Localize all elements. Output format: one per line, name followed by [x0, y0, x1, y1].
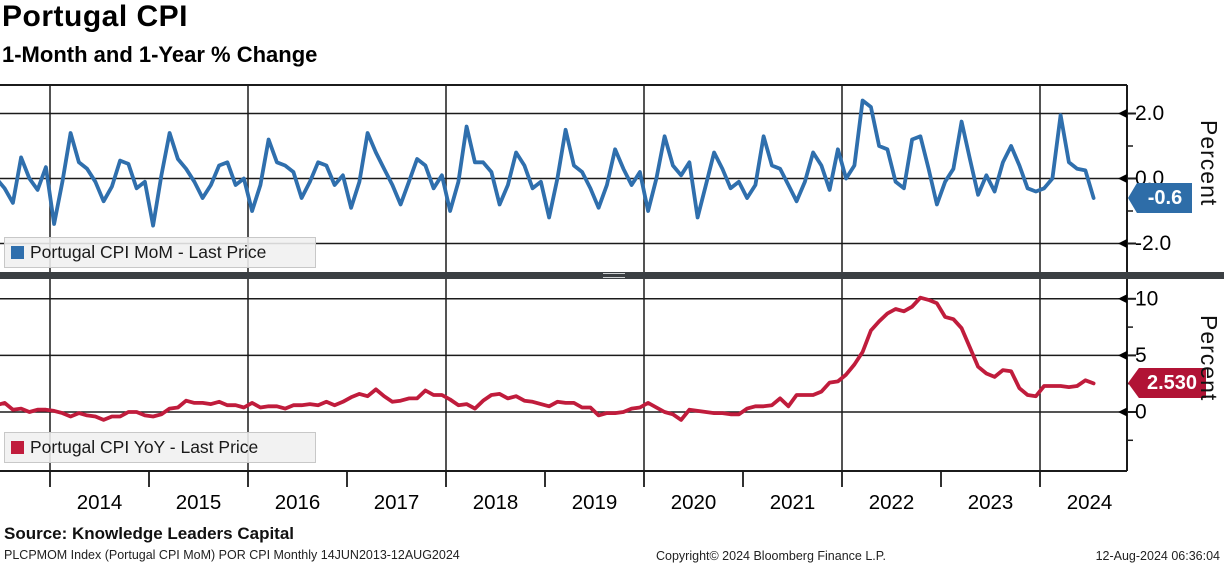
- yoy-line-series: [0, 295, 1096, 422]
- y-tick-arrow-icon: [1118, 350, 1127, 360]
- yoy-last-price-tag: 2.530: [1128, 368, 1206, 398]
- y-tick-label: 10: [1135, 287, 1158, 310]
- y-tick-arrow-icon: [1118, 407, 1127, 417]
- copyright-text: Copyright© 2024 Bloomberg Finance L.P.: [656, 549, 886, 563]
- x-year-label: 2021: [770, 491, 816, 514]
- page-title: Portugal CPI: [2, 0, 189, 33]
- top-panel-axis-title: Percent: [1196, 120, 1222, 207]
- yoy-series-swatch-icon: [11, 441, 24, 454]
- mom-last-price-value: -0.6: [1147, 186, 1183, 209]
- panel-separator: [0, 272, 1224, 279]
- y-tick-label: 0: [1135, 401, 1147, 424]
- mom-last-price-tag: -0.6: [1128, 183, 1192, 213]
- y-tick-arrow-icon: [1118, 174, 1127, 183]
- y-tick-arrow-icon: [1118, 109, 1127, 118]
- yoy-last-price-value: 2.530: [1146, 371, 1198, 394]
- x-year-label: 2014: [77, 491, 123, 514]
- y-tick-arrow-icon: [1118, 239, 1127, 248]
- x-year-label: 2019: [572, 491, 618, 514]
- y-tick-label: 2.0: [1135, 102, 1164, 125]
- y-tick-label: -2.0: [1135, 232, 1171, 255]
- x-year-label: 2016: [275, 491, 321, 514]
- legend-yoy-label: Portugal CPI YoY - Last Price: [30, 437, 259, 457]
- legend-mom-label: Portugal CPI MoM - Last Price: [30, 242, 267, 262]
- mom-series-swatch-icon: [11, 246, 24, 259]
- source-text: Source: Knowledge Leaders Capital: [4, 524, 295, 543]
- legend-mom[interactable]: Portugal CPI MoM - Last Price: [4, 237, 316, 268]
- index-info-text: PLCPMOM Index (Portugal CPI MoM) POR CPI…: [4, 548, 460, 562]
- x-year-label: 2017: [374, 491, 420, 514]
- page-subtitle: 1-Month and 1-Year % Change: [2, 42, 318, 67]
- y-tick-label: 5: [1135, 344, 1147, 367]
- panel-resize-handle[interactable]: [603, 273, 625, 278]
- mom-line-series: [0, 98, 1096, 228]
- legend-yoy[interactable]: Portugal CPI YoY - Last Price: [4, 432, 316, 463]
- timestamp-text: 12-Aug-2024 06:36:04: [1095, 549, 1220, 563]
- x-year-label: 2024: [1067, 491, 1113, 514]
- x-year-label: 2018: [473, 491, 519, 514]
- x-year-label: 2015: [176, 491, 222, 514]
- y-tick-arrow-icon: [1118, 294, 1127, 304]
- x-year-label: 2020: [671, 491, 717, 514]
- x-year-label: 2022: [869, 491, 915, 514]
- x-year-label: 2023: [968, 491, 1014, 514]
- bottom-panel-axis-title: Percent: [1196, 315, 1222, 402]
